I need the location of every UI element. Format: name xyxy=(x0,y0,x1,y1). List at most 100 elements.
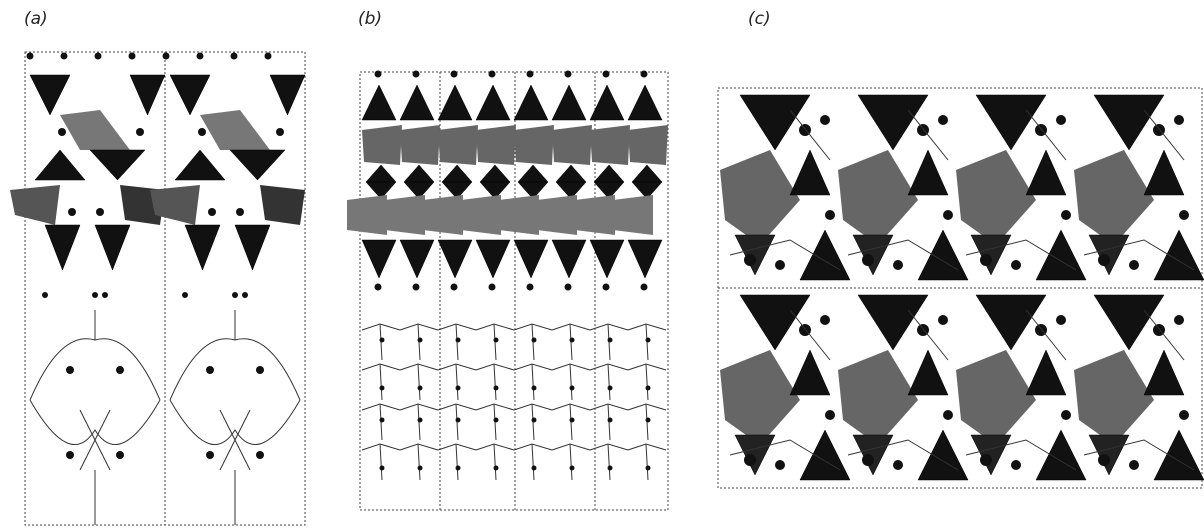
atom xyxy=(893,460,903,470)
page: (a) (b) (c) (() => { const data = JSON.p… xyxy=(0,0,1204,528)
polyhedron xyxy=(1074,150,1154,245)
atom xyxy=(456,338,461,343)
polyhedron xyxy=(130,75,165,115)
bond-network xyxy=(514,364,552,400)
atom xyxy=(744,254,756,266)
atom xyxy=(1174,315,1184,325)
atom xyxy=(1011,460,1021,470)
atom xyxy=(129,53,136,60)
polyhedron xyxy=(853,435,893,475)
polyhedron xyxy=(45,225,80,270)
atom xyxy=(1098,254,1110,266)
atom xyxy=(206,451,214,459)
polyhedron xyxy=(270,75,305,115)
atom xyxy=(208,208,216,216)
atom xyxy=(1061,210,1071,220)
bond-network xyxy=(628,444,666,480)
polyhedron xyxy=(838,350,918,445)
panel-label: (b) xyxy=(358,9,382,29)
atom xyxy=(456,386,461,391)
atom xyxy=(1061,410,1071,420)
atom xyxy=(943,210,953,220)
polyhedron xyxy=(628,125,668,165)
polyhedron xyxy=(404,165,434,182)
atom xyxy=(938,115,948,125)
polyhedron xyxy=(1154,430,1204,480)
polyhedron xyxy=(1089,235,1129,275)
atom xyxy=(603,284,610,291)
atom xyxy=(256,366,264,374)
atom xyxy=(136,128,144,136)
atom xyxy=(825,210,835,220)
polyhedron xyxy=(1154,230,1204,280)
atom xyxy=(943,410,953,420)
polyhedron xyxy=(200,110,270,150)
panel-c xyxy=(718,88,1204,488)
polyhedron xyxy=(613,195,653,235)
atom xyxy=(532,338,537,343)
panel-label: (a) xyxy=(24,9,48,29)
atom xyxy=(198,128,206,136)
atom xyxy=(1179,210,1189,220)
polyhedron xyxy=(918,430,968,480)
bond-network xyxy=(590,444,628,480)
atom xyxy=(980,454,992,466)
bond-network xyxy=(438,444,476,480)
atom xyxy=(456,418,461,423)
atom xyxy=(380,418,385,423)
atom xyxy=(532,466,537,471)
polyhedron xyxy=(362,240,396,278)
atom xyxy=(820,315,830,325)
atom xyxy=(608,386,613,391)
polyhedron xyxy=(838,150,918,245)
atom xyxy=(532,386,537,391)
atom xyxy=(265,53,272,60)
atom xyxy=(608,338,613,343)
atom xyxy=(641,71,648,78)
bond-network xyxy=(552,364,590,400)
atom xyxy=(231,53,238,60)
atom xyxy=(489,284,496,291)
atom xyxy=(413,71,420,78)
bond-network xyxy=(628,364,666,400)
figure: (a) (b) (c) xyxy=(0,0,1204,528)
bond-network xyxy=(438,364,476,400)
atom xyxy=(641,284,648,291)
atom xyxy=(58,128,66,136)
polyhedron xyxy=(632,165,662,182)
atom xyxy=(418,386,423,391)
polyhedron xyxy=(442,165,472,182)
polyhedron xyxy=(720,350,800,445)
polyhedron xyxy=(514,125,554,165)
atom xyxy=(182,292,188,298)
atom xyxy=(68,208,76,216)
atom xyxy=(494,338,499,343)
polyhedron xyxy=(476,240,510,278)
polyhedron xyxy=(90,150,145,180)
bond-network xyxy=(590,364,628,400)
bond-network xyxy=(30,310,160,525)
atom xyxy=(380,466,385,471)
atom xyxy=(451,284,458,291)
polyhedron xyxy=(518,165,548,182)
atom xyxy=(980,254,992,266)
polyhedron xyxy=(438,240,472,278)
polyhedron xyxy=(476,125,516,165)
polyhedron xyxy=(790,150,830,195)
polyhedron xyxy=(499,195,539,235)
polyhedron xyxy=(971,235,1011,275)
polyhedron xyxy=(800,230,850,280)
atom xyxy=(1098,454,1110,466)
polyhedron xyxy=(1036,230,1086,280)
polyhedron xyxy=(735,235,775,275)
atom xyxy=(375,71,382,78)
polyhedron xyxy=(552,240,586,278)
atom xyxy=(66,366,74,374)
atom xyxy=(1129,260,1139,270)
atom xyxy=(96,208,104,216)
polyhedron xyxy=(362,85,396,120)
polyhedron xyxy=(514,85,548,120)
polyhedron xyxy=(514,240,548,278)
atom xyxy=(116,451,124,459)
atom xyxy=(1011,260,1021,270)
